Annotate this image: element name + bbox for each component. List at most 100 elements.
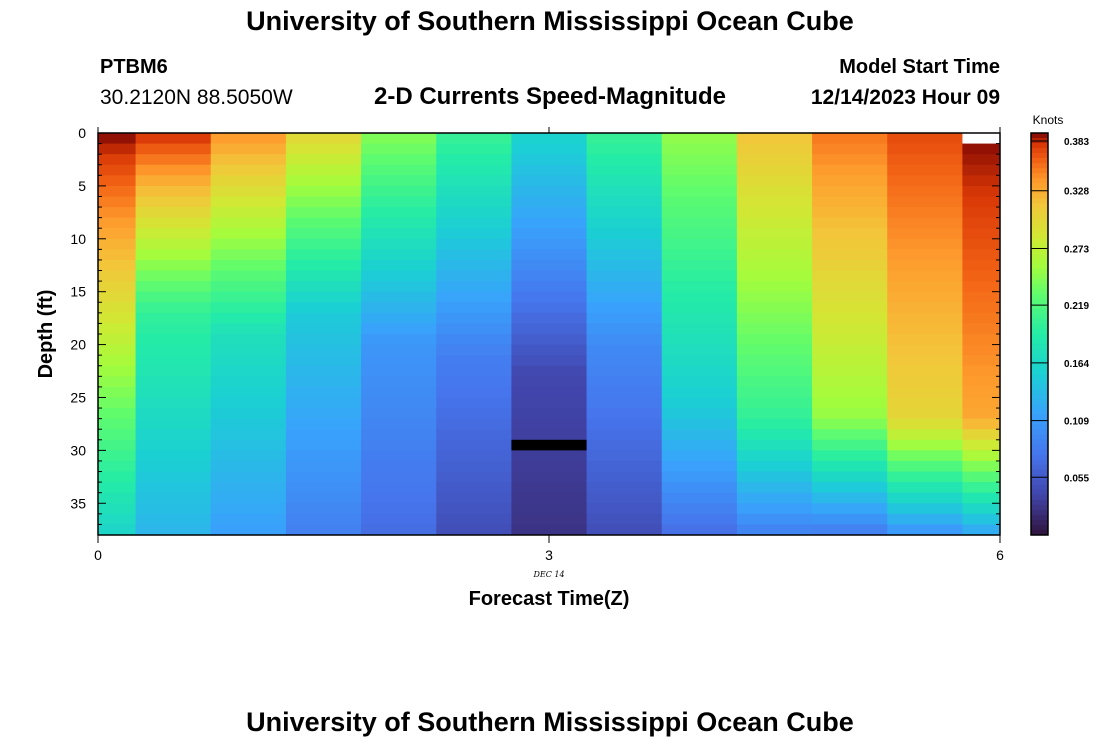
heatmap-cell (887, 397, 963, 409)
heatmap-cell (135, 376, 212, 388)
heatmap-cell (210, 164, 287, 176)
heatmap-cell (285, 397, 362, 409)
heatmap-cell (511, 471, 588, 483)
heatmap-cell (98, 207, 137, 219)
heatmap-cell (135, 334, 212, 346)
heatmap-cell (285, 238, 362, 250)
heatmap-cell (812, 344, 888, 356)
heatmap-cell (586, 439, 663, 451)
heatmap-cell (661, 482, 738, 494)
y-axis: 0 5 10 15 20 25 30 35 (70, 125, 1000, 536)
colorbar-segment (1031, 359, 1048, 365)
heatmap-cell (887, 365, 963, 377)
heatmap-cell (661, 503, 738, 515)
heatmap-cell (736, 334, 813, 346)
heatmap-cell (661, 397, 738, 409)
heatmap-cell (135, 386, 212, 398)
heatmap-cell (586, 185, 663, 197)
heatmap-cell (210, 133, 287, 145)
heatmap-cell (962, 355, 1001, 367)
heatmap-cell (285, 323, 362, 335)
heatmap-cell (661, 418, 738, 430)
heatmap-cell (210, 302, 287, 314)
heatmap-cell (135, 482, 212, 494)
heatmap-cell (812, 482, 888, 494)
heatmap-cell (887, 302, 963, 314)
heatmap-cell (887, 524, 963, 536)
heatmap-cell (887, 312, 963, 324)
heatmap-cell (98, 175, 137, 187)
colorbar-unit-label: Knots (1033, 113, 1064, 127)
heatmap-cell (210, 524, 287, 536)
colorbar-tick-label: 0.164 (1064, 359, 1089, 370)
colorbar-segment (1031, 148, 1048, 154)
heatmap-cell (436, 471, 512, 483)
heatmap-cell (586, 524, 663, 536)
heatmap-cell (586, 238, 663, 250)
heatmap-cell (511, 513, 588, 525)
heatmap-cell (210, 471, 287, 483)
heatmap-cell (511, 334, 588, 346)
heatmap-cell (436, 450, 512, 462)
colorbar-segment (1031, 278, 1048, 285)
heatmap-cell (736, 312, 813, 324)
colorbar-segment (1031, 153, 1048, 159)
heatmap-cell (436, 397, 512, 409)
heatmap-cell (285, 164, 362, 176)
heatmap-cell (586, 143, 663, 155)
heatmap-cell (285, 133, 362, 145)
heatmap-cell (736, 439, 813, 451)
colorbar-segment (1031, 173, 1048, 179)
heatmap-cell (135, 196, 212, 208)
heatmap-cell (661, 249, 738, 261)
colorbar-segment (1031, 313, 1048, 320)
station-coordinates: 30.2120N 88.5050W (100, 86, 293, 109)
heatmap-cell (887, 164, 963, 176)
heatmap-cell (887, 175, 963, 187)
colorbar-segment (1031, 354, 1048, 360)
colorbar-segment (1031, 369, 1048, 375)
heatmap-cell (210, 238, 287, 250)
colorbar-segment (1031, 494, 1048, 501)
heatmap-cell (661, 376, 738, 388)
heatmap-cell (285, 259, 362, 272)
heatmap-cell (285, 312, 362, 324)
heatmap-cell (436, 164, 512, 176)
heatmap-cell (436, 365, 512, 377)
heatmap-cell (210, 185, 287, 197)
heatmap-cell (210, 450, 287, 462)
colorbar: 0.383 0.328 0.273 0.219 0.164 0.109 0.055 (1030, 132, 1089, 536)
heatmap-cell (361, 344, 437, 356)
heatmap-cell (736, 397, 813, 409)
heatmap-cell (361, 154, 437, 166)
heatmap-cell (361, 408, 437, 420)
heatmap-cell (210, 376, 287, 388)
heatmap-cell (661, 281, 738, 293)
heatmap-cell (135, 154, 212, 166)
heatmap-cell (98, 249, 137, 261)
colorbar-segment (1031, 243, 1048, 250)
heatmap-cell (98, 482, 137, 494)
heatmap-cell (511, 344, 588, 356)
heatmap-cell (135, 429, 212, 441)
heatmap-cell (661, 164, 738, 176)
colorbar-segment (1031, 409, 1048, 415)
heatmap-cell (436, 291, 512, 303)
colorbar-segment (1031, 318, 1048, 325)
heatmap-cell (736, 492, 813, 504)
colorbar-segment (1031, 298, 1048, 305)
heatmap-cell (285, 365, 362, 377)
colorbar-segment (1031, 228, 1048, 234)
heatmap-cell (98, 429, 137, 441)
heatmap-cell (661, 312, 738, 324)
heatmap-cell (586, 344, 663, 356)
colorbar-segment (1031, 273, 1048, 280)
heatmap-cell (586, 259, 663, 272)
y-tick-label: 25 (70, 389, 86, 405)
heatmap-cell (887, 238, 963, 250)
heatmap-cell (661, 270, 738, 282)
heatmap-cell (98, 217, 137, 229)
heatmap-cell (812, 323, 888, 335)
heatmap-cell (135, 143, 212, 155)
heatmap-cell (98, 471, 137, 483)
